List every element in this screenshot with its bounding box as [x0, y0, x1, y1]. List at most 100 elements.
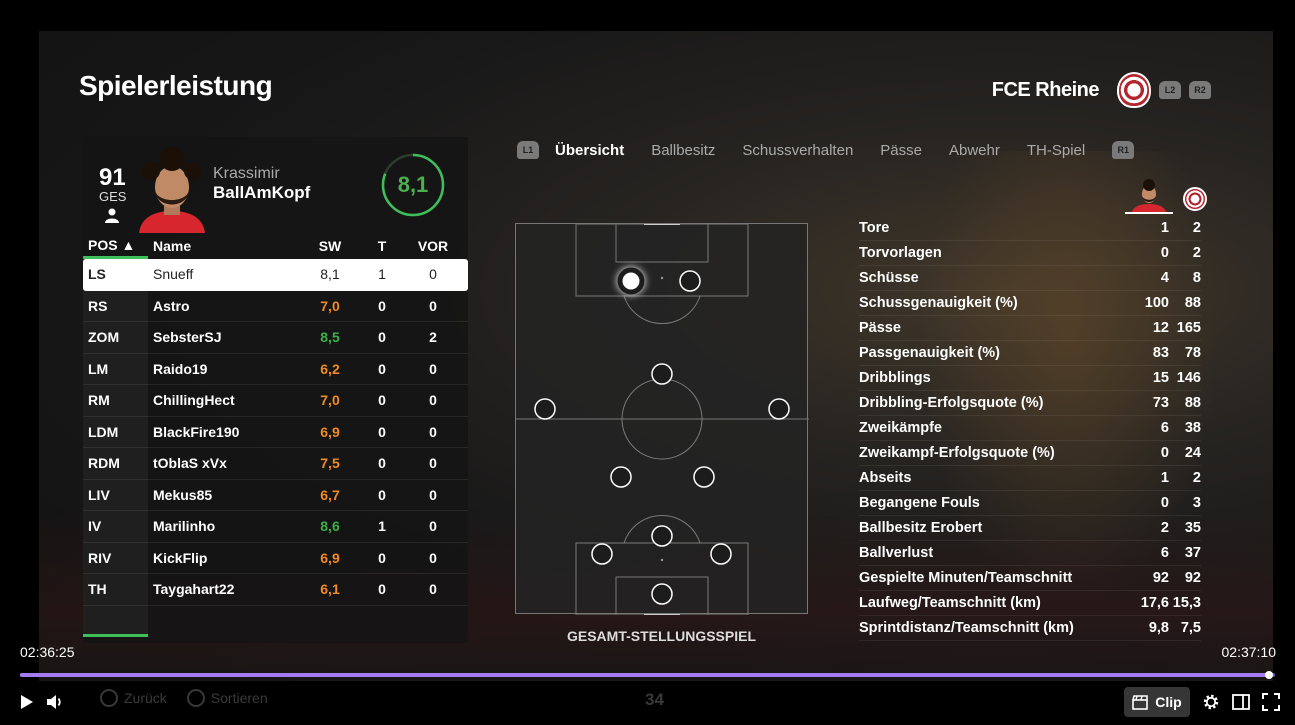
row-pos: TH	[88, 581, 107, 598]
row-name: BlackFire190	[153, 423, 240, 440]
team-mini-crest-icon	[1183, 187, 1207, 211]
stat-row: Sprintdistanz/Teamschnitt (km) 9,8 7,5	[859, 616, 1201, 641]
row-goals: 0	[378, 329, 386, 346]
row-pos: LDM	[88, 423, 119, 440]
row-assists: 0	[429, 392, 437, 409]
overall-rating: 91 GES	[99, 166, 126, 223]
stat-label: Dribblings	[859, 370, 931, 386]
tab-schussverhalten[interactable]: Schussverhalten	[742, 141, 854, 159]
stat-team-value: 37	[1184, 545, 1201, 561]
row-rating: 6,1	[320, 581, 340, 598]
positioning-pitch	[515, 223, 809, 616]
stat-row: Abseits 1 2	[859, 466, 1201, 491]
stats-tabs: L1 Übersicht Ballbesitz Schussverhalten Päs…	[517, 141, 1150, 159]
player-position-dot	[710, 543, 732, 565]
player-name: Krassimir BallAmKopf	[213, 165, 310, 202]
row-name: Taygahart22	[153, 581, 235, 598]
volume-button[interactable]	[43, 690, 67, 714]
stat-row: Begangene Fouls 0 3	[859, 491, 1201, 516]
l2-button-icon[interactable]: L2	[1159, 81, 1181, 99]
row-goals: 0	[378, 423, 386, 440]
stat-team-value: 78	[1184, 345, 1201, 361]
table-row[interactable]: TH Taygahart22 6,1 0 0	[83, 574, 468, 606]
fullscreen-button[interactable]	[1259, 690, 1283, 714]
table-row[interactable]: RIV KickFlip 6,9 0 0	[83, 543, 468, 574]
header-t[interactable]: T	[377, 238, 387, 254]
stat-label: Zweikampf-Erfolgsquote (%)	[859, 445, 1055, 461]
team-crest-icon	[1117, 72, 1151, 108]
tab-übersicht[interactable]: Übersicht	[555, 141, 625, 159]
row-pos: ZOM	[88, 329, 120, 346]
tab-ballbesitz[interactable]: Ballbesitz	[651, 141, 716, 159]
game-footer: Zurück Sortieren	[100, 689, 268, 707]
seek-bar[interactable]	[20, 671, 1275, 679]
current-time: 02:36:25	[20, 644, 75, 660]
stat-player-value: 83	[1152, 345, 1169, 361]
person-icon	[105, 208, 119, 223]
player-portrait	[131, 147, 213, 233]
circle-button-icon	[100, 689, 118, 707]
stat-row: Gespielte Minuten/Teamschnitt 92 92	[859, 566, 1201, 591]
r1-button-icon[interactable]: R1	[1112, 141, 1135, 159]
tab-pässe[interactable]: Pässe	[880, 141, 922, 159]
table-row[interactable]: RDM tOblaS xVx 7,5 0 0	[83, 448, 468, 480]
table-row[interactable]: RM ChillingHect 7,0 0 0	[83, 385, 468, 417]
row-goals: 0	[378, 549, 386, 566]
header-pos[interactable]: POS ▲	[83, 233, 148, 259]
row-name: ChillingHect	[153, 392, 235, 409]
stat-team-value: 88	[1184, 295, 1201, 311]
table-row[interactable]: ZOM SebsterSJ 8,5 0 2	[83, 322, 468, 354]
row-pos: RS	[88, 297, 108, 314]
stat-player-value: 0	[1160, 495, 1169, 511]
stat-row: Zweikämpfe 6 38	[859, 416, 1201, 441]
player-first-name: Krassimir	[213, 165, 280, 182]
row-goals: 0	[378, 360, 386, 377]
clip-button[interactable]: Clip	[1124, 687, 1190, 717]
stat-label: Dribbling-Erfolgsquote (%)	[859, 395, 1044, 411]
team-name: FCE Rheine	[991, 78, 1100, 101]
header-vor[interactable]: VOR	[417, 238, 449, 254]
stat-team-value: 146	[1176, 370, 1201, 386]
table-row[interactable]: LS Snueff 8,1 1 0	[83, 259, 468, 291]
row-goals: 1	[378, 518, 386, 535]
rating-arc	[381, 153, 445, 217]
stat-row: Dribbling-Erfolgsquote (%) 73 88	[859, 391, 1201, 416]
stat-team-value: 15,3	[1172, 595, 1201, 611]
stat-row: Ballbesitz Erobert 2 35	[859, 516, 1201, 541]
stat-team-value: 24	[1184, 445, 1201, 461]
table-row[interactable]: RS Astro 7,0 0 0	[83, 291, 468, 322]
stat-row: Schüsse 4 8	[859, 266, 1201, 291]
table-row[interactable]: LM Raido19 6,2 0 0	[83, 354, 468, 385]
match-rating-value: 8,1	[397, 172, 429, 197]
header-name[interactable]: Name	[153, 238, 192, 254]
l1-button-icon[interactable]: L1	[517, 141, 539, 159]
row-rating: 8,1	[320, 266, 340, 283]
tab-th-spiel[interactable]: TH-Spiel	[1026, 141, 1086, 159]
clapperboard-icon	[1132, 695, 1149, 710]
player-position-dot	[610, 466, 632, 488]
stat-row: Laufweg/Teamschnitt (km) 17,6 15,3	[859, 591, 1201, 616]
stat-player-value: 6	[1160, 420, 1169, 436]
header-sw[interactable]: SW	[318, 238, 342, 254]
player-position-dot	[651, 583, 673, 605]
stat-player-value: 73	[1152, 395, 1169, 411]
seek-bar-handle[interactable]	[1264, 671, 1273, 679]
row-pos: LIV	[88, 486, 110, 503]
settings-button[interactable]	[1199, 690, 1223, 714]
page-title: Spielerleistung	[79, 70, 273, 101]
row-rating: 8,5	[320, 329, 340, 346]
theater-mode-button[interactable]	[1229, 690, 1253, 714]
tab-abwehr[interactable]: Abwehr	[949, 141, 1000, 159]
table-row[interactable]: LDM BlackFire190 6,9 0 0	[83, 417, 468, 448]
total-time: 02:37:10	[1221, 644, 1277, 660]
clip-label: Clip	[1155, 694, 1182, 710]
r2-button-icon[interactable]: R2	[1189, 81, 1211, 99]
row-rating: 6,2	[320, 360, 340, 377]
play-button[interactable]	[14, 690, 38, 714]
row-assists: 2	[429, 329, 437, 346]
table-row[interactable]: LIV Mekus85 6,7 0 0	[83, 480, 468, 511]
row-goals: 0	[378, 486, 386, 503]
table-row[interactable]: IV Marilinho 8,6 1 0	[83, 511, 468, 543]
stat-label: Pässe	[859, 320, 901, 336]
stat-row: Tore 1 2	[859, 216, 1201, 241]
